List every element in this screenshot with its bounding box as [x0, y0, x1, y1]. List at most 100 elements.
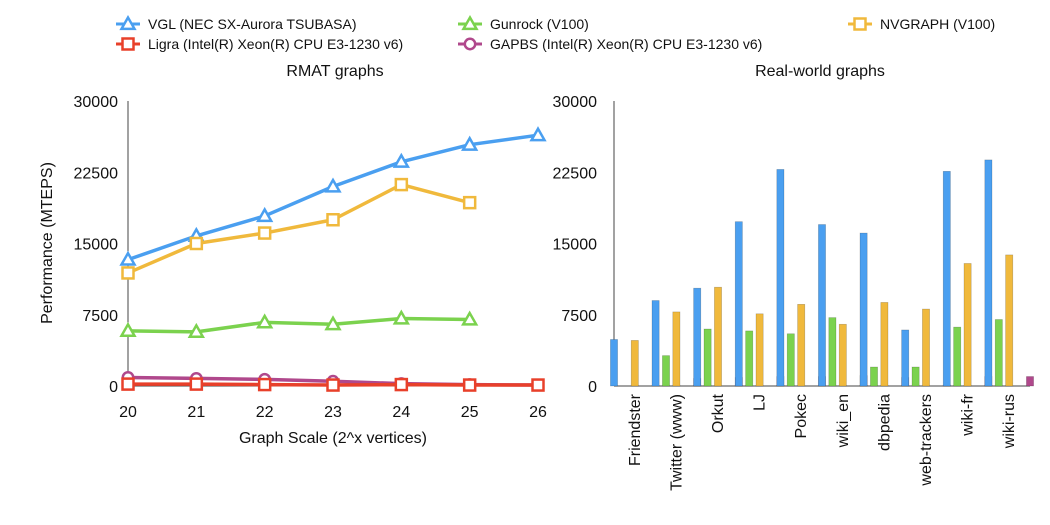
rmat-y-tick-label: 0	[109, 379, 118, 396]
rmat-point-ligra-intel-r-xeon-r-cpu-e3-1230-v6	[121, 377, 135, 391]
rmat-point-gunrock-v100	[392, 309, 410, 325]
rmat-point-vgl-nec-sx-aurora-tsubasa	[119, 250, 137, 266]
rmat-x-tick-label: 25	[461, 404, 479, 421]
realworld-x-tick-label: wiki_en	[835, 394, 852, 448]
legend-item-gapbs-intel-r-xeon-r-cpu-e3-1230-v6: GAPBS (Intel(R) Xeon(R) CPU E3-1230 v6)	[458, 36, 762, 52]
rmat-point-nvgraph-v100	[326, 213, 340, 227]
bar-wiki-en-gunrock-v100	[828, 317, 837, 387]
rmat-point-gunrock-v100	[324, 315, 342, 331]
bar-web-trackers-gunrock-v100	[911, 366, 920, 387]
rmat-point-vgl-nec-sx-aurora-tsubasa	[256, 206, 274, 223]
realworld-chart-title: Real-world graphs	[755, 63, 885, 80]
bar-dbpedia-vgl-nec-sx-aurora-tsubasa	[859, 232, 868, 387]
bar-twitter-www-vgl-nec-sx-aurora-tsubasa	[651, 300, 660, 387]
rmat-chart-title: RMAT graphs	[286, 63, 383, 80]
bar-wiki-rus-vgl-nec-sx-aurora-tsubasa	[984, 159, 993, 387]
realworld-x-tick-label: dbpedia	[876, 394, 893, 451]
rmat-x-tick-label: 23	[324, 404, 342, 421]
rmat-point-nvgraph-v100	[257, 226, 272, 240]
rmat-point-ligra-intel-r-xeon-r-cpu-e3-1230-v6	[326, 378, 340, 392]
bar-wiki-rus-gunrock-v100	[994, 319, 1003, 387]
bar-wiki-en-nvgraph-v100	[838, 323, 847, 387]
realworld-x-tick-label: LJ	[752, 394, 769, 411]
bar-lj-gunrock-v100	[745, 330, 754, 387]
rmat-x-tick-label: 20	[119, 404, 137, 421]
realworld-x-tick-label: web-trackers	[918, 394, 935, 487]
bar-friendster-vgl-nec-sx-aurora-tsubasa	[610, 339, 618, 387]
bar-twitter-www-gunrock-v100	[662, 355, 670, 387]
bar-wiki-rus-gapbs-intel-r-xeon-r-cpu-e3-1230-v6	[1026, 376, 1034, 387]
legend-item-ligra-intel-r-xeon-r-cpu-e3-1230-v6: Ligra (Intel(R) Xeon(R) CPU E3-1230 v6)	[116, 36, 403, 52]
rmat-point-gunrock-v100	[461, 310, 479, 326]
rmat-x-tick-label: 24	[392, 404, 410, 421]
legend-item-gunrock-v100: Gunrock (V100)	[458, 14, 589, 32]
realworld-axes: 0 7500 15000 22500 30000 Friendster Twitter (w…	[553, 94, 1030, 491]
rmat-x-tick-label: 21	[187, 404, 205, 421]
rmat-line-chart: RMAT graphs Performance (MTEPS) Graph Sc…	[39, 63, 547, 447]
realworld-y-tick-label: 0	[588, 379, 597, 396]
rmat-series-gunrock-v100	[119, 309, 479, 338]
rmat-point-ligra-intel-r-xeon-r-cpu-e3-1230-v6	[257, 377, 272, 392]
bar-orkut-gunrock-v100	[703, 328, 712, 387]
bar-wiki-fr-gunrock-v100	[953, 326, 962, 387]
bar-friendster-nvgraph-v100	[630, 340, 639, 387]
rmat-x-tick-label: 22	[256, 404, 274, 421]
bar-pokec-nvgraph-v100	[797, 303, 806, 387]
legend-label-nvgraph-v100: NVGRAPH (V100)	[880, 16, 995, 32]
rmat-y-axis-label: Performance (MTEPS)	[39, 162, 56, 324]
bar-dbpedia-gunrock-v100	[870, 366, 878, 387]
bar-lj-vgl-nec-sx-aurora-tsubasa	[734, 221, 743, 387]
realworld-x-tick-label: wiki-fr	[960, 393, 977, 436]
legend-label-gunrock-v100: Gunrock (V100)	[490, 16, 589, 32]
rmat-axes: 0 7500 15000 22500 30000 20 21 22 23 24 25 26	[74, 94, 548, 421]
bar-wiki-fr-nvgraph-v100	[963, 263, 972, 387]
rmat-series-ligra-intel-r-xeon-r-cpu-e3-1230-v6	[121, 377, 545, 392]
realworld-y-tick-label: 30000	[553, 94, 598, 111]
rmat-point-vgl-nec-sx-aurora-tsubasa	[392, 152, 410, 168]
realworld-bars	[610, 159, 1034, 387]
realworld-x-tick-label: Pokec	[793, 394, 810, 438]
bar-wiki-en-vgl-nec-sx-aurora-tsubasa	[818, 224, 826, 387]
legend-marker-gunrock-v100	[461, 14, 479, 31]
bar-dbpedia-nvgraph-v100	[880, 302, 889, 387]
bar-twitter-www-nvgraph-v100	[672, 311, 681, 387]
bar-wiki-rus-nvgraph-v100	[1005, 254, 1014, 387]
rmat-point-ligra-intel-r-xeon-r-cpu-e3-1230-v6	[462, 378, 477, 392]
realworld-y-tick-label: 22500	[553, 165, 598, 182]
rmat-series-vgl-nec-sx-aurora-tsubasa	[119, 126, 547, 266]
rmat-point-nvgraph-v100	[189, 236, 204, 251]
rmat-point-vgl-nec-sx-aurora-tsubasa	[461, 135, 479, 151]
bar-lj-nvgraph-v100	[755, 313, 764, 387]
rmat-x-axis-label: Graph Scale (2^x vertices)	[239, 430, 427, 447]
rmat-point-nvgraph-v100	[121, 266, 135, 280]
rmat-x-tick-label: 26	[529, 404, 547, 421]
legend-marker-nvgraph-v100	[853, 17, 867, 31]
legend-marker-gapbs-intel-r-xeon-r-cpu-e3-1230-v6	[463, 37, 477, 51]
bar-pokec-gunrock-v100	[786, 333, 795, 387]
legend: VGL (NEC SX-Aurora TSUBASA) Gunrock (V100…	[116, 14, 995, 52]
bar-orkut-vgl-nec-sx-aurora-tsubasa	[693, 287, 702, 387]
realworld-x-tick-label: Twitter (www)	[668, 394, 685, 491]
realworld-x-tick-label: Friendster	[627, 393, 644, 466]
rmat-y-tick-label: 15000	[74, 237, 119, 254]
bar-web-trackers-vgl-nec-sx-aurora-tsubasa	[901, 329, 910, 387]
legend-marker-vgl-nec-sx-aurora-tsubasa	[119, 14, 137, 31]
rmat-point-nvgraph-v100	[394, 177, 409, 192]
rmat-point-ligra-intel-r-xeon-r-cpu-e3-1230-v6	[189, 377, 204, 391]
rmat-series-nvgraph-v100	[121, 177, 477, 280]
rmat-point-vgl-nec-sx-aurora-tsubasa	[324, 177, 342, 193]
bar-wiki-fr-vgl-nec-sx-aurora-tsubasa	[942, 171, 951, 387]
rmat-point-gunrock-v100	[256, 313, 274, 329]
legend-item-vgl-nec-sx-aurora-tsubasa: VGL (NEC SX-Aurora TSUBASA)	[116, 14, 357, 32]
legend-label-gapbs-intel-r-xeon-r-cpu-e3-1230-v6: GAPBS (Intel(R) Xeon(R) CPU E3-1230 v6)	[490, 36, 762, 52]
rmat-point-vgl-nec-sx-aurora-tsubasa	[529, 126, 547, 142]
realworld-x-tick-label: wiki-rus	[1001, 394, 1018, 449]
rmat-point-ligra-intel-r-xeon-r-cpu-e3-1230-v6	[394, 377, 409, 392]
rmat-point-nvgraph-v100	[462, 195, 477, 210]
bar-web-trackers-nvgraph-v100	[922, 308, 930, 387]
rmat-line-nvgraph-v100	[127, 182, 471, 275]
rmat-y-tick-label: 22500	[74, 165, 119, 182]
legend-marker-ligra-intel-r-xeon-r-cpu-e3-1230-v6	[121, 37, 135, 51]
